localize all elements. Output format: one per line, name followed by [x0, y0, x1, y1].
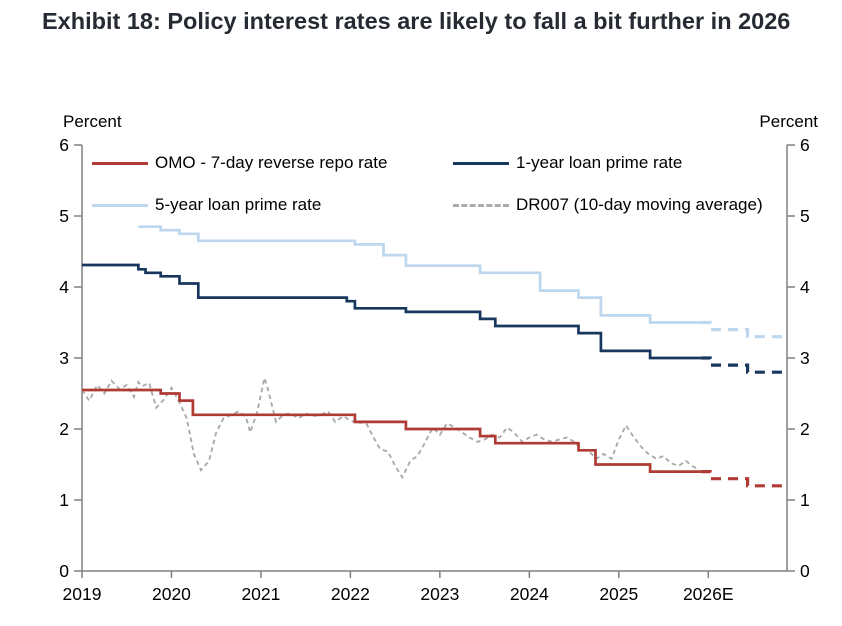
y-tick-label-right: 5: [800, 206, 810, 226]
exhibit-title: Exhibit 18: Policy interest rates are li…: [42, 8, 791, 34]
y-tick-label-right: 1: [800, 490, 810, 510]
y-tick-label-right: 2: [800, 419, 810, 439]
x-tick-label: 2026E: [683, 584, 734, 604]
y-tick-label-left: 0: [59, 561, 69, 581]
legend-label-5-year-lpr: 5-year loan prime rate: [155, 195, 322, 214]
series-omo-7-day-reverse-repo-rate-line: [82, 388, 702, 473]
series-1-year-loan-prime-rate-line: [82, 263, 702, 360]
y-tick-label-left: 2: [59, 419, 69, 439]
y-tick-label-left: 6: [59, 135, 69, 155]
y-tick-label-right: 0: [800, 561, 810, 581]
x-tick-label: 2022: [331, 584, 370, 604]
y-tick-label-right: 4: [800, 277, 810, 297]
y-axis-unit-label-left: Percent: [63, 112, 122, 131]
legend-label-dr007: DR007 (10-day moving average): [516, 195, 763, 214]
y-tick-label-left: 5: [59, 206, 69, 226]
x-tick-label: 2023: [420, 584, 459, 604]
legend-swatch-dr007: [453, 203, 509, 207]
legend-label-1-year-lpr: 1-year loan prime rate: [516, 153, 683, 172]
x-tick-label: 2021: [241, 584, 280, 604]
y-axis-unit-label-right: Percent: [759, 112, 818, 131]
series-5-year-loan-prime-rate-line: [138, 225, 702, 324]
y-tick-label-left: 4: [59, 277, 69, 297]
legend-item-omo-7-day-reverse-repo-rate: OMO - 7-day reverse repo rate: [92, 152, 387, 174]
y-tick-label-right: 3: [800, 348, 810, 368]
series-1-year-loan-prime-rate-forecast-line: [701, 356, 787, 374]
legend-swatch-omo: [92, 161, 148, 165]
y-tick-label-left: 1: [59, 490, 69, 510]
y-tick-label-right: 6: [800, 135, 810, 155]
series-5-year-loan-prime-rate-forecast-line: [701, 320, 787, 339]
legend-swatch-1-year-lpr: [453, 161, 509, 165]
legend-item-dr007: DR007 (10-day moving average): [453, 194, 763, 216]
legend-item-1-year-loan-prime-rate: 1-year loan prime rate: [453, 152, 682, 174]
x-tick-label: 2019: [63, 584, 102, 604]
y-tick-label-left: 3: [59, 348, 69, 368]
x-tick-label: 2024: [510, 584, 549, 604]
x-tick-label: 2020: [152, 584, 191, 604]
series-omo-7-day-reverse-repo-rate-forecast-line: [701, 470, 787, 488]
legend-label-omo: OMO - 7-day reverse repo rate: [155, 153, 388, 172]
x-tick-label: 2025: [599, 584, 638, 604]
legend-swatch-5-year-lpr: [92, 203, 148, 207]
legend-item-5-year-loan-prime-rate: 5-year loan prime rate: [92, 194, 321, 216]
series-dr007-10-day-moving-average-line: [81, 377, 700, 480]
